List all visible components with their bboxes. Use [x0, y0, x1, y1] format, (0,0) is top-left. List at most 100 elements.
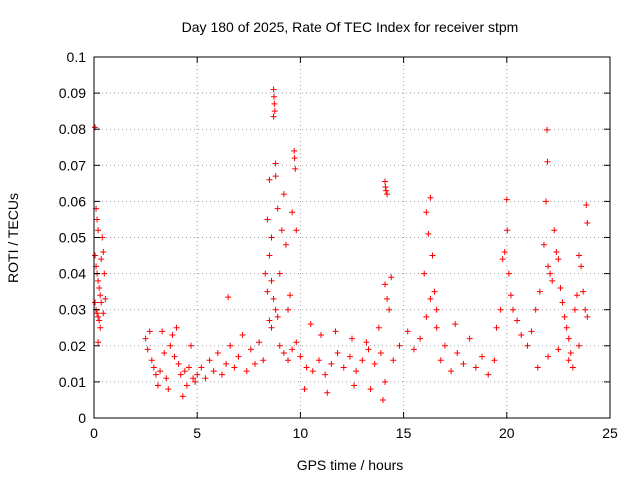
data-point [382, 178, 389, 185]
data-point [565, 335, 572, 342]
data-point [493, 324, 500, 331]
data-point [97, 324, 104, 331]
data-point [545, 263, 552, 270]
data-point [285, 306, 292, 313]
data-point [437, 357, 444, 364]
data-point [144, 346, 151, 353]
data-point [218, 371, 225, 378]
data-point [427, 194, 434, 201]
data-point [472, 364, 479, 371]
data-point [256, 339, 263, 346]
data-point [504, 227, 511, 234]
data-point [532, 306, 539, 313]
data-point [161, 350, 168, 357]
data-point [239, 331, 246, 338]
data-point [181, 368, 188, 375]
data-point [165, 386, 172, 393]
data-point [441, 342, 448, 349]
data-point [292, 165, 299, 172]
y-tick-label: 0.08 [59, 121, 86, 137]
data-point [192, 378, 199, 385]
data-point [363, 339, 370, 346]
data-point [553, 248, 560, 255]
data-point [514, 317, 521, 324]
data-point [190, 375, 197, 382]
data-point [503, 196, 510, 203]
data-point [567, 350, 574, 357]
data-point [583, 202, 590, 209]
data-point [384, 191, 391, 198]
data-point [271, 100, 278, 107]
data-point [576, 252, 583, 259]
data-point [509, 306, 516, 313]
data-point [491, 357, 498, 364]
data-point [291, 155, 298, 162]
data-point [507, 292, 514, 299]
data-point [100, 248, 107, 255]
data-point [505, 270, 512, 277]
data-point [448, 368, 455, 375]
data-point [396, 342, 403, 349]
data-point [297, 353, 304, 360]
data-point [94, 216, 101, 223]
data-point [404, 328, 411, 335]
data-point [390, 357, 397, 364]
data-point [270, 93, 277, 100]
y-tick-label: 0.05 [59, 230, 86, 246]
data-point [555, 256, 562, 263]
data-point [280, 350, 287, 357]
data-point [150, 364, 157, 371]
data-point [584, 313, 591, 320]
data-point [260, 357, 267, 364]
data-point [371, 360, 378, 367]
data-point [100, 310, 107, 317]
data-point [95, 313, 102, 320]
data-point [499, 256, 506, 263]
y-tick-label: 0.03 [59, 302, 86, 318]
data-point [303, 364, 310, 371]
data-point [96, 317, 103, 324]
data-point [359, 357, 366, 364]
data-point [573, 292, 580, 299]
data-point [328, 360, 335, 367]
data-point [157, 368, 164, 375]
data-point [264, 216, 271, 223]
data-point [365, 346, 372, 353]
data-point [92, 252, 99, 259]
y-tick-label: 0.02 [59, 338, 86, 354]
data-point [551, 227, 558, 234]
data-point [272, 306, 279, 313]
data-point [276, 342, 283, 349]
data-point [148, 357, 155, 364]
data-point [289, 209, 296, 216]
data-point [559, 299, 566, 306]
data-point [94, 310, 101, 317]
data-point [571, 306, 578, 313]
data-point [544, 126, 551, 133]
data-point [98, 299, 105, 306]
data-point [382, 281, 389, 288]
data-point [569, 364, 576, 371]
data-point [421, 270, 428, 277]
data-point [544, 158, 551, 165]
data-point [497, 306, 504, 313]
data-point [280, 191, 287, 198]
data-point [202, 375, 209, 382]
axis-ticks: 0 5 10 15 20 25 0 0.01 0.02 0.03 0.04 0.05 0.06 0.07 0… [59, 49, 618, 441]
data-point [518, 331, 525, 338]
x-tick-label: 20 [499, 425, 515, 441]
data-point [410, 346, 417, 353]
data-point [171, 353, 178, 360]
y-tick-label: 0.04 [59, 266, 86, 282]
data-point [179, 393, 186, 400]
data-point [266, 317, 273, 324]
y-tick-label: 0 [78, 410, 86, 426]
data-point [274, 205, 281, 212]
x-tick-label: 5 [193, 425, 201, 441]
data-point [349, 335, 355, 342]
data-point [540, 241, 547, 248]
data-point [433, 324, 440, 331]
data-point [235, 353, 242, 360]
data-point [152, 371, 159, 378]
